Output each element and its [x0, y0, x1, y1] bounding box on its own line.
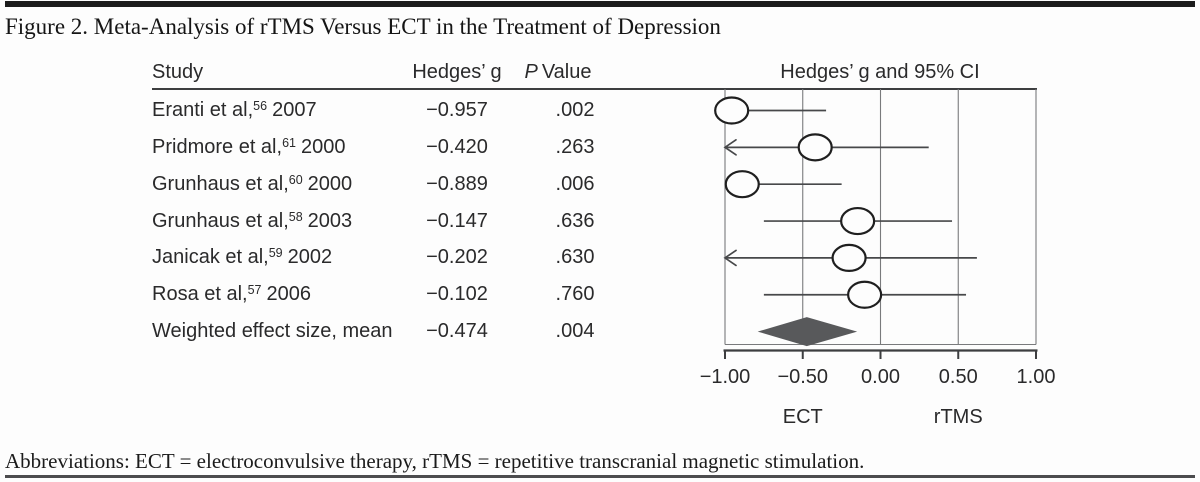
- effect-size-circle: [714, 96, 750, 125]
- x-tick-label: −1.00: [699, 366, 751, 388]
- column-header-p-value: P Value: [498, 60, 618, 84]
- column-header-ci: Hedges’ g and 95% CI: [780, 61, 980, 83]
- study-label: Weighted effect size, mean: [152, 320, 393, 343]
- p-italic: P: [524, 61, 538, 83]
- header-rule: [152, 88, 1037, 90]
- table-row: Weighted effect size, mean −0.474 .004: [0, 313, 700, 350]
- table-row: Janicak et al,59 2002 −0.202.630: [0, 239, 700, 276]
- p-value: .006: [555, 172, 595, 195]
- left-arrow-icon: [723, 139, 737, 156]
- effect-size-circle: [840, 206, 876, 236]
- p-value: .004: [555, 320, 595, 343]
- study-label: Grunhaus et al,58 2003: [152, 209, 353, 232]
- x-tick-label: 1.00: [1016, 366, 1056, 388]
- table-row: Pridmore et al,61 2000 −0.420.263: [0, 129, 700, 166]
- hedges-g-value: −0.474: [426, 320, 488, 343]
- reference-superscript: 59: [268, 246, 283, 261]
- p-rest: Value: [541, 61, 592, 83]
- study-year: 2002: [287, 246, 333, 269]
- hedges-g-value: −0.889: [426, 172, 488, 195]
- study-year: 2000: [300, 135, 346, 158]
- study-label: Grunhaus et al,60 2000: [152, 172, 353, 195]
- p-value: .636: [555, 209, 595, 232]
- figure-title: Figure 2. Meta-Analysis of rTMS Versus E…: [5, 14, 721, 39]
- x-tick-label: 0.00: [861, 366, 900, 388]
- reference-superscript: 56: [253, 99, 268, 113]
- effect-size-circle: [797, 133, 833, 162]
- table-row: Grunhaus et al,60 2000 −0.889.006: [0, 166, 700, 203]
- p-value: .002: [555, 99, 595, 121]
- hedges-g-value: −0.147: [426, 209, 488, 232]
- x-tick-label: 0.50: [938, 366, 978, 388]
- hedges-g-value: −0.102: [426, 283, 488, 306]
- axis-group-label-ect: ECT: [782, 406, 823, 428]
- column-header-study: Study: [152, 61, 204, 83]
- table-row: Grunhaus et al,58 2003 −0.147.636: [0, 203, 700, 240]
- study-label: Eranti et al,56 2007: [152, 99, 317, 121]
- x-tick-label: −0.50: [777, 366, 829, 388]
- effect-size-circle: [847, 280, 883, 309]
- study-label: Janicak et al,59 2002: [152, 246, 333, 269]
- hedges-g-value: −0.957: [426, 99, 488, 121]
- p-value: .263: [555, 135, 595, 158]
- axis-group-label-rtms: rTMS: [933, 406, 983, 428]
- effect-size-circle: [724, 170, 760, 199]
- bottom-rule: [5, 475, 1195, 478]
- summary-diamond: [757, 317, 858, 347]
- reference-superscript: 61: [282, 135, 296, 150]
- table-row: Rosa et al,57 2006 −0.102.760: [0, 276, 700, 313]
- study-year: 2000: [307, 172, 353, 195]
- study-label: Rosa et al,57 2006: [152, 283, 312, 306]
- study-year: 2003: [307, 209, 353, 232]
- study-year: 2006: [266, 283, 312, 306]
- abbreviations-note: Abbreviations: ECT = electroconvulsive t…: [5, 449, 865, 473]
- top-rule: [5, 1, 1195, 7]
- hedges-g-value: −0.202: [426, 246, 488, 269]
- reference-superscript: 57: [247, 283, 262, 298]
- p-value: .760: [555, 283, 595, 306]
- reference-superscript: 58: [288, 209, 303, 224]
- column-header-hedges-g: Hedges’ g: [412, 61, 502, 83]
- table-row: Eranti et al,56 2007 −0.957.002: [0, 92, 700, 129]
- effect-size-circle: [831, 243, 867, 272]
- study-label: Pridmore et al,61 2000: [152, 135, 346, 158]
- reference-superscript: 60: [288, 172, 303, 187]
- p-value: .630: [555, 246, 595, 269]
- study-year: 2007: [272, 99, 317, 121]
- left-arrow-icon: [723, 249, 737, 267]
- hedges-g-value: −0.420: [426, 135, 488, 158]
